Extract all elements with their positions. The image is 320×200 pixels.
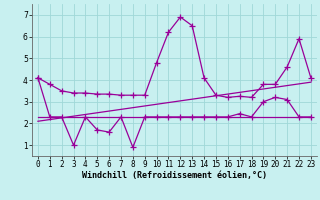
X-axis label: Windchill (Refroidissement éolien,°C): Windchill (Refroidissement éolien,°C) [82,171,267,180]
